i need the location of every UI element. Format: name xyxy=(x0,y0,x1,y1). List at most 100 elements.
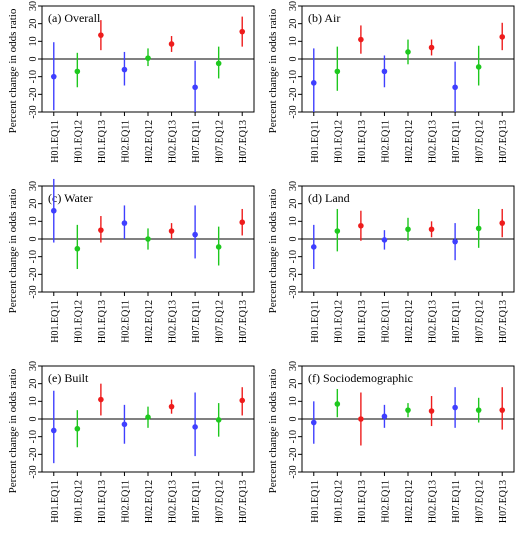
estimate-point xyxy=(428,226,435,233)
x-tick-label: H01.EQ13 xyxy=(357,120,368,163)
y-tick-label: -30 xyxy=(28,105,39,118)
x-tick-label: H02.EQ11 xyxy=(120,120,131,163)
estimate-point xyxy=(215,244,222,250)
y-tick-label: -20 xyxy=(28,88,39,101)
y-tick-label: 0 xyxy=(288,57,299,62)
y-tick-label: 20 xyxy=(28,199,39,209)
y-tick-label: 30 xyxy=(288,181,299,191)
y-tick-label: -10 xyxy=(288,250,299,263)
panel-2: (b) Air -30 -20 -10 0 10 20 30 Percent change in… xyxy=(267,1,515,163)
y-tick-label: -20 xyxy=(28,448,39,461)
estimate-point xyxy=(98,32,104,38)
estimate-point xyxy=(98,396,104,403)
x-tick-label: H01.EQ13 xyxy=(357,480,368,523)
x-tick-label: H07.EQ13 xyxy=(498,300,509,343)
x-tick-label: H02.EQ13 xyxy=(428,480,439,523)
x-tick-label: H01.EQ12 xyxy=(73,300,84,343)
x-tick-label: H01.EQ11 xyxy=(50,480,61,523)
x-tick-label: H07.EQ12 xyxy=(475,300,486,343)
y-tick-label: -10 xyxy=(288,70,299,83)
panel-title: (a) Overall xyxy=(48,11,101,25)
x-tick-label: H02.EQ11 xyxy=(380,120,391,163)
x-tick-label: H02.EQ11 xyxy=(120,300,131,343)
x-tick-label: H07.EQ12 xyxy=(215,480,226,523)
x-tick-label: H02.EQ12 xyxy=(404,120,415,163)
estimate-point xyxy=(310,419,317,426)
y-tick-label: 20 xyxy=(288,199,299,209)
x-tick-label: H01.EQ13 xyxy=(97,300,108,343)
panel-title: (d) Land xyxy=(308,191,350,205)
estimate-point xyxy=(358,416,364,422)
y-tick-label: 20 xyxy=(288,19,299,29)
y-tick-label: -10 xyxy=(28,430,39,443)
y-axis-label: Percent change in odds ratio xyxy=(7,8,19,133)
y-tick-label: -10 xyxy=(288,430,299,443)
estimate-point xyxy=(475,225,482,232)
x-tick-label: H07.EQ12 xyxy=(475,480,486,523)
y-tick-label: 20 xyxy=(288,379,299,389)
x-tick-label: H07.EQ11 xyxy=(451,300,462,343)
x-tick-label: H02.EQ13 xyxy=(168,120,179,163)
estimate-point xyxy=(334,401,341,407)
y-tick-label: 20 xyxy=(28,379,39,389)
estimate-point xyxy=(192,424,198,430)
estimate-point xyxy=(499,34,506,40)
estimate-point xyxy=(192,231,198,238)
estimate-point xyxy=(358,222,364,229)
x-tick-label: H07.EQ12 xyxy=(215,120,226,163)
estimate-point xyxy=(98,227,104,233)
x-tick-label: H07.EQ12 xyxy=(215,300,226,343)
estimate-point xyxy=(499,220,506,226)
y-tick-label: -10 xyxy=(28,250,39,263)
x-tick-label: H01.EQ11 xyxy=(50,120,61,163)
estimate-point xyxy=(381,68,388,75)
x-tick-label: H02.EQ13 xyxy=(428,120,439,163)
estimate-point xyxy=(215,60,222,67)
estimate-point xyxy=(121,66,128,73)
x-tick-label: H01.EQ13 xyxy=(97,480,108,523)
y-tick-label: 30 xyxy=(28,181,39,191)
estimate-point xyxy=(215,417,222,423)
y-tick-label: 30 xyxy=(288,361,299,371)
estimate-point xyxy=(358,36,364,43)
y-tick-label: -20 xyxy=(288,88,299,101)
x-tick-label: H02.EQ12 xyxy=(144,300,155,343)
y-axis-label: Percent change in odds ratio xyxy=(267,368,279,493)
estimate-point xyxy=(74,425,81,432)
y-tick-label: -30 xyxy=(288,285,299,298)
estimate-point xyxy=(50,73,57,80)
x-tick-label: H01.EQ11 xyxy=(310,300,321,343)
x-tick-label: H02.EQ12 xyxy=(404,300,415,343)
estimate-point xyxy=(145,414,151,421)
x-tick-label: H07.EQ11 xyxy=(451,120,462,163)
x-tick-label: H07.EQ13 xyxy=(238,480,249,523)
estimate-point xyxy=(145,55,151,61)
x-tick-label: H01.EQ12 xyxy=(333,480,344,523)
estimate-point xyxy=(168,403,175,410)
estimate-point xyxy=(310,244,317,250)
y-tick-label: 30 xyxy=(288,1,299,11)
x-tick-label: H01.EQ13 xyxy=(357,300,368,343)
estimate-point xyxy=(428,44,435,51)
panel-title: (c) Water xyxy=(48,191,92,205)
estimate-point xyxy=(452,84,458,91)
y-tick-label: 0 xyxy=(28,417,39,422)
y-tick-label: 0 xyxy=(28,237,39,242)
y-tick-label: -20 xyxy=(28,268,39,281)
y-tick-label: 10 xyxy=(288,396,299,406)
x-tick-label: H07.EQ11 xyxy=(191,120,202,163)
x-tick-label: H02.EQ11 xyxy=(380,300,391,343)
y-axis-label: Percent change in odds ratio xyxy=(7,368,19,493)
y-axis-label: Percent change in odds ratio xyxy=(267,8,279,133)
estimate-point xyxy=(74,245,81,252)
x-tick-label: H02.EQ12 xyxy=(144,480,155,523)
estimate-point xyxy=(168,41,175,47)
x-tick-label: H01.EQ11 xyxy=(310,120,321,163)
y-tick-label: 10 xyxy=(288,216,299,226)
estimate-point xyxy=(405,407,411,413)
estimate-point xyxy=(239,219,246,226)
x-tick-label: H01.EQ12 xyxy=(73,480,84,523)
x-tick-label: H07.EQ13 xyxy=(238,120,249,163)
y-tick-label: -30 xyxy=(28,465,39,478)
estimate-point xyxy=(145,236,151,242)
